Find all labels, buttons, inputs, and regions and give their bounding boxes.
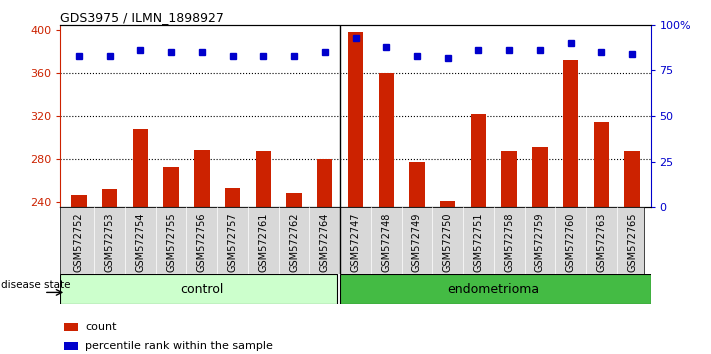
Bar	[287, 193, 301, 207]
Text: percentile rank within the sample: percentile rank within the sample	[85, 341, 273, 351]
Bar	[102, 189, 117, 207]
Text: GSM572748: GSM572748	[381, 212, 391, 272]
Bar	[60, 274, 337, 304]
Text: GSM572757: GSM572757	[228, 212, 237, 272]
Bar	[563, 60, 578, 207]
Bar	[594, 122, 609, 207]
Text: GSM572763: GSM572763	[597, 212, 606, 272]
Text: GSM572758: GSM572758	[504, 212, 514, 272]
Bar	[348, 32, 363, 207]
Bar	[501, 151, 517, 207]
Text: GSM572760: GSM572760	[566, 212, 576, 272]
Bar	[440, 201, 455, 207]
Bar	[71, 195, 87, 207]
Bar	[410, 162, 424, 207]
Text: GSM572754: GSM572754	[135, 212, 145, 272]
Text: endometrioma: endometrioma	[448, 283, 540, 296]
Bar	[225, 188, 240, 207]
Bar	[533, 147, 547, 207]
Bar	[256, 151, 271, 207]
Bar	[133, 129, 148, 207]
Text: GSM572755: GSM572755	[166, 212, 176, 272]
Bar	[340, 274, 651, 304]
Text: GSM572756: GSM572756	[197, 212, 207, 272]
Text: GSM572753: GSM572753	[105, 212, 114, 272]
Text: count: count	[85, 322, 117, 332]
Text: GSM572765: GSM572765	[627, 212, 637, 272]
Text: GSM572764: GSM572764	[320, 212, 330, 272]
Text: GSM572747: GSM572747	[351, 212, 360, 272]
Bar	[194, 150, 210, 207]
Text: GSM572751: GSM572751	[474, 212, 483, 272]
Bar	[64, 342, 78, 350]
Bar	[624, 151, 640, 207]
Text: GSM572761: GSM572761	[258, 212, 268, 272]
Bar	[164, 167, 178, 207]
Text: GSM572762: GSM572762	[289, 212, 299, 272]
Bar	[317, 159, 333, 207]
Bar	[378, 73, 394, 207]
Bar	[64, 323, 78, 331]
Text: GSM572759: GSM572759	[535, 212, 545, 272]
Bar	[471, 114, 486, 207]
Text: disease state: disease state	[1, 280, 71, 290]
Text: GSM572752: GSM572752	[74, 212, 84, 272]
Text: control: control	[180, 283, 223, 296]
Text: GDS3975 / ILMN_1898927: GDS3975 / ILMN_1898927	[60, 11, 224, 24]
Text: GSM572749: GSM572749	[412, 212, 422, 272]
Text: GSM572750: GSM572750	[443, 212, 453, 272]
